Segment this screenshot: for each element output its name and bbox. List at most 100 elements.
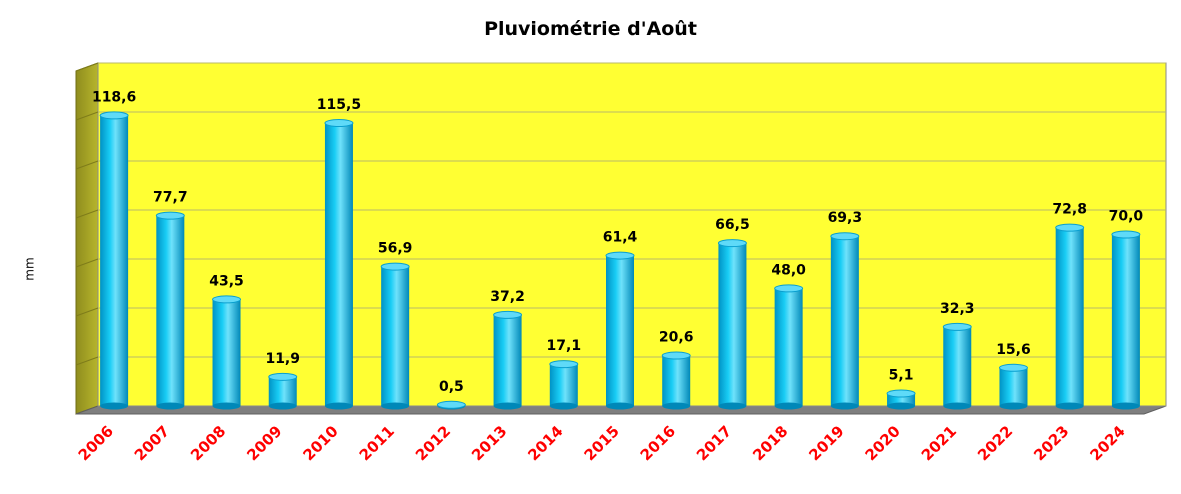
bar-2022: [998, 363, 1028, 410]
bar-body: [100, 115, 129, 407]
bar-top: [324, 119, 354, 128]
x-tick-label: 2014: [524, 422, 566, 464]
bar-2013: [493, 310, 523, 410]
bar-base: [212, 402, 241, 410]
bar-base: [606, 402, 634, 410]
bar-2024: [1111, 230, 1141, 410]
bar-top: [155, 211, 185, 220]
x-tick-label: 2012: [412, 422, 454, 464]
bar-base: [1055, 402, 1084, 410]
bar-base: [156, 402, 185, 410]
bar-top: [942, 322, 972, 331]
bar-top: [436, 400, 466, 409]
bar-body: [1055, 227, 1084, 406]
bar-base: [774, 402, 803, 410]
bar-base: [830, 402, 859, 410]
value-label: 5,1: [889, 368, 914, 384]
bar-base: [100, 402, 129, 410]
bar-base: [549, 402, 578, 410]
x-tick-label: 2017: [693, 422, 735, 464]
bar-2015: [605, 251, 635, 410]
bar-2018: [774, 284, 804, 410]
value-label: 17,1: [547, 338, 582, 354]
bar-body: [493, 314, 522, 406]
bar-body: [999, 367, 1028, 406]
value-label: 70,0: [1109, 209, 1144, 225]
bar-base: [1111, 402, 1140, 410]
bar-2008: [212, 295, 242, 410]
x-tick-label: 2006: [75, 422, 117, 464]
gridline-side: [75, 62, 99, 72]
x-tick-label: 2023: [1030, 422, 1072, 464]
bar-top: [886, 389, 916, 398]
x-tick-label: 2024: [1086, 422, 1128, 464]
bar-base: [324, 402, 353, 410]
gridline-side: [75, 307, 99, 317]
value-label: 69,3: [828, 210, 863, 226]
bar-body: [324, 123, 353, 407]
chart-title: Pluviométrie d'Août: [484, 18, 697, 40]
bar-top: [493, 310, 523, 319]
bar-body: [830, 236, 859, 406]
gridline-side: [75, 111, 99, 121]
bar-top: [380, 262, 410, 271]
bar-body: [943, 326, 972, 406]
bar-top: [212, 295, 242, 304]
value-label: 0,5: [439, 379, 464, 395]
value-label: 56,9: [378, 241, 413, 257]
bar-base: [493, 402, 522, 410]
value-label: 43,5: [209, 273, 244, 289]
bar-body: [268, 376, 297, 406]
bar-top: [99, 111, 129, 120]
value-label: 61,4: [603, 230, 638, 246]
value-label: 66,5: [715, 217, 750, 233]
bar-base: [381, 402, 410, 410]
bar-2006: [99, 111, 129, 410]
value-label: 48,0: [771, 262, 806, 278]
bar-body: [606, 255, 634, 406]
bar-top: [661, 351, 691, 360]
bar-2020: [886, 389, 916, 410]
value-label: 77,7: [153, 190, 188, 206]
x-tick-label: 2021: [918, 422, 960, 464]
bar-body: [774, 288, 803, 406]
x-tick-label: 2015: [581, 422, 623, 464]
bar-body: [718, 243, 747, 406]
bar-body: [156, 215, 185, 406]
bar-body: [549, 364, 578, 406]
x-tick-labels-group: 2006 2007 2008 2009 2010 2011 2012 2013 2014 2015…: [75, 422, 1129, 464]
bar-2010: [324, 119, 354, 410]
x-tick-label: 2019: [805, 422, 847, 464]
bar-2016: [661, 351, 691, 410]
bar-base: [999, 402, 1028, 410]
value-label: 32,3: [940, 301, 975, 317]
bars-group: [99, 111, 1141, 410]
bar-2021: [942, 322, 972, 410]
x-tick-label: 2007: [131, 422, 173, 464]
bar-top: [774, 284, 804, 293]
x-tick-label: 2013: [468, 422, 510, 464]
x-tick-label: 2009: [243, 422, 285, 464]
value-label: 15,6: [996, 342, 1031, 358]
x-tick-label: 2020: [862, 422, 904, 464]
bar-body: [212, 299, 241, 406]
x-tick-label: 2018: [749, 422, 791, 464]
bar-body: [381, 266, 410, 406]
bar-top: [1055, 223, 1085, 232]
x-tick-label: 2008: [187, 422, 229, 464]
bar-2017: [717, 239, 747, 410]
bar-top: [268, 372, 298, 381]
bar-2014: [549, 360, 579, 410]
bar-top: [549, 360, 579, 369]
bar-top: [717, 239, 747, 248]
bar-top: [1111, 230, 1141, 239]
bar-body: [662, 355, 691, 406]
x-tick-label: 2016: [637, 422, 679, 464]
value-label: 37,2: [490, 289, 525, 305]
value-label: 118,6: [92, 89, 136, 105]
value-label: 11,9: [265, 351, 300, 367]
gridline-side: [75, 258, 99, 268]
bar-base: [662, 402, 691, 410]
bar-base: [718, 402, 747, 410]
bar-base: [268, 402, 297, 410]
